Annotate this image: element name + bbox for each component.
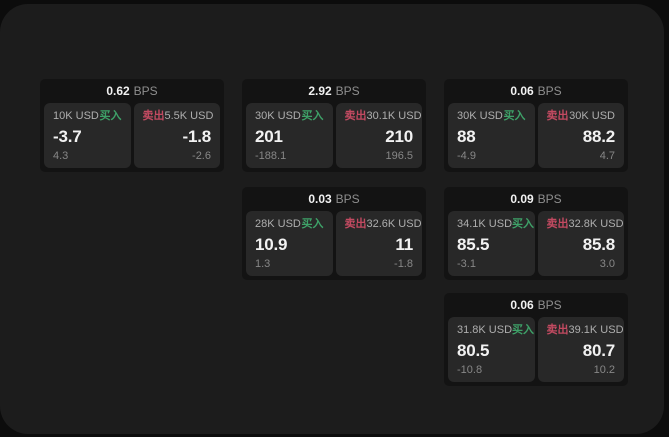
buy-quote-tile[interactable]: 10K USD 买入 -3.7 4.3 (44, 103, 131, 168)
buy-badge: 买入 (301, 218, 324, 230)
buy-quote-tile[interactable]: 30K USD 买入 201 -188.1 (246, 103, 333, 168)
buy-delta: -188.1 (255, 150, 287, 162)
bps-unit-label: BPS (335, 192, 360, 206)
buy-badge: 买入 (99, 110, 122, 122)
bps-unit-label: BPS (537, 84, 562, 98)
sell-delta: 3.0 (599, 258, 615, 270)
sell-price: 210 (385, 126, 413, 146)
card-header: 0.06 BPS (444, 79, 628, 103)
bps-value: 0.06 (510, 84, 534, 98)
sell-amount: 39.1K USD (568, 324, 624, 336)
sell-delta: -1.8 (394, 258, 413, 270)
sell-amount: 32.6K USD (366, 218, 422, 230)
quote-card[interactable]: 0.62 BPS 10K USD 买入 -3.7 4.3 卖出 5.5K USD … (40, 79, 224, 172)
bps-unit-label: BPS (133, 84, 158, 98)
bps-unit-label: BPS (537, 298, 562, 312)
sell-badge: 卖出 (546, 110, 569, 122)
buy-price: 85.5 (457, 234, 490, 254)
buy-amount: 30K USD (457, 110, 503, 122)
buy-quote-tile[interactable]: 31.8K USD 买入 80.5 -10.8 (448, 317, 535, 382)
buy-badge: 买入 (512, 218, 535, 230)
bps-value: 2.92 (308, 84, 332, 98)
card-body: 10K USD 买入 -3.7 4.3 卖出 5.5K USD -1.8 -2.… (40, 103, 224, 172)
quote-card[interactable]: 0.03 BPS 28K USD 买入 10.9 1.3 卖出 32.6K USD… (242, 187, 426, 280)
card-body: 34.1K USD 买入 85.5 -3.1 卖出 32.8K USD 85.8… (444, 211, 628, 280)
sell-quote-tile[interactable]: 卖出 39.1K USD 80.7 10.2 (537, 317, 624, 382)
bps-unit-label: BPS (335, 84, 360, 98)
buy-delta: 1.3 (255, 258, 271, 270)
sell-quote-tile[interactable]: 卖出 5.5K USD -1.8 -2.6 (133, 103, 220, 168)
quote-card[interactable]: 0.06 BPS 30K USD 买入 88 -4.9 卖出 30K USD 88… (444, 79, 628, 172)
quote-card[interactable]: 2.92 BPS 30K USD 买入 201 -188.1 卖出 30.1K U… (242, 79, 426, 172)
bps-unit-label: BPS (537, 192, 562, 206)
buy-price: 10.9 (255, 234, 288, 254)
sell-badge: 卖出 (344, 218, 367, 230)
buy-delta: 4.3 (53, 150, 69, 162)
sell-amount: 30.1K USD (366, 110, 422, 122)
sell-delta: 10.2 (593, 364, 615, 376)
buy-price: 201 (255, 126, 283, 146)
buy-price: 80.5 (457, 340, 490, 360)
sell-badge: 卖出 (546, 324, 569, 336)
card-body: 31.8K USD 买入 80.5 -10.8 卖出 39.1K USD 80.… (444, 317, 628, 386)
bps-value: 0.06 (510, 298, 534, 312)
card-body: 30K USD 买入 88 -4.9 卖出 30K USD 88.2 4.7 (444, 103, 628, 172)
sell-badge: 卖出 (546, 218, 569, 230)
sell-quote-tile[interactable]: 卖出 32.6K USD 11 -1.8 (335, 211, 422, 276)
card-header: 0.62 BPS (40, 79, 224, 103)
sell-price: 11 (395, 234, 413, 254)
sell-price: -1.8 (182, 126, 212, 146)
sell-delta: 4.7 (599, 150, 615, 162)
buy-quote-tile[interactable]: 30K USD 买入 88 -4.9 (448, 103, 535, 168)
buy-amount: 31.8K USD (457, 324, 513, 336)
sell-quote-tile[interactable]: 卖出 30.1K USD 210 196.5 (335, 103, 422, 168)
buy-amount: 28K USD (255, 218, 301, 230)
bps-value: 0.62 (106, 84, 130, 98)
bps-value: 0.09 (510, 192, 534, 206)
sell-quote-tile[interactable]: 卖出 32.8K USD 85.8 3.0 (537, 211, 624, 276)
buy-badge: 买入 (503, 110, 526, 122)
card-body: 28K USD 买入 10.9 1.3 卖出 32.6K USD 11 -1.8 (242, 211, 426, 280)
card-header: 0.09 BPS (444, 187, 628, 211)
sell-quote-tile[interactable]: 卖出 30K USD 88.2 4.7 (537, 103, 624, 168)
quote-card[interactable]: 0.09 BPS 34.1K USD 买入 85.5 -3.1 卖出 32.8K … (444, 187, 628, 280)
bps-value: 0.03 (308, 192, 332, 206)
buy-quote-tile[interactable]: 28K USD 买入 10.9 1.3 (246, 211, 333, 276)
sell-delta: -2.6 (192, 150, 211, 162)
sell-badge: 卖出 (344, 110, 367, 122)
sell-price: 85.8 (582, 234, 615, 254)
card-header: 0.06 BPS (444, 293, 628, 317)
buy-amount: 34.1K USD (457, 218, 513, 230)
sell-badge: 卖出 (142, 110, 165, 122)
buy-quote-tile[interactable]: 34.1K USD 买入 85.5 -3.1 (448, 211, 535, 276)
sell-price: 88.2 (582, 126, 615, 146)
buy-delta: -10.8 (457, 364, 483, 376)
buy-amount: 30K USD (255, 110, 301, 122)
buy-price: -3.7 (53, 126, 82, 146)
card-header: 0.03 BPS (242, 187, 426, 211)
buy-delta: -3.1 (457, 258, 476, 270)
sell-amount: 32.8K USD (568, 218, 624, 230)
buy-badge: 买入 (301, 110, 324, 122)
sell-price: 80.7 (582, 340, 615, 360)
sell-delta: 196.5 (385, 150, 413, 162)
buy-badge: 买入 (512, 324, 535, 336)
buy-amount: 10K USD (53, 110, 99, 122)
buy-price: 88 (457, 126, 476, 146)
quote-card[interactable]: 0.06 BPS 31.8K USD 买入 80.5 -10.8 卖出 39.1K… (444, 293, 628, 386)
buy-delta: -4.9 (457, 150, 476, 162)
card-body: 30K USD 买入 201 -188.1 卖出 30.1K USD 210 1… (242, 103, 426, 172)
sell-amount: 5.5K USD (164, 110, 214, 122)
card-header: 2.92 BPS (242, 79, 426, 103)
app-window: 0.62 BPS 10K USD 买入 -3.7 4.3 卖出 5.5K USD … (0, 4, 664, 434)
sell-amount: 30K USD (569, 110, 615, 122)
